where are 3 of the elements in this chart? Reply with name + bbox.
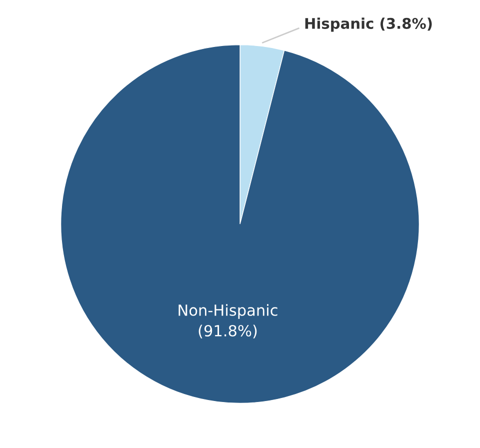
slice-label: Non-Hispanic (178, 304, 278, 319)
data-label: (91.8%) (198, 324, 257, 338)
slice-label: Hispanic (3.8%) (305, 18, 432, 32)
